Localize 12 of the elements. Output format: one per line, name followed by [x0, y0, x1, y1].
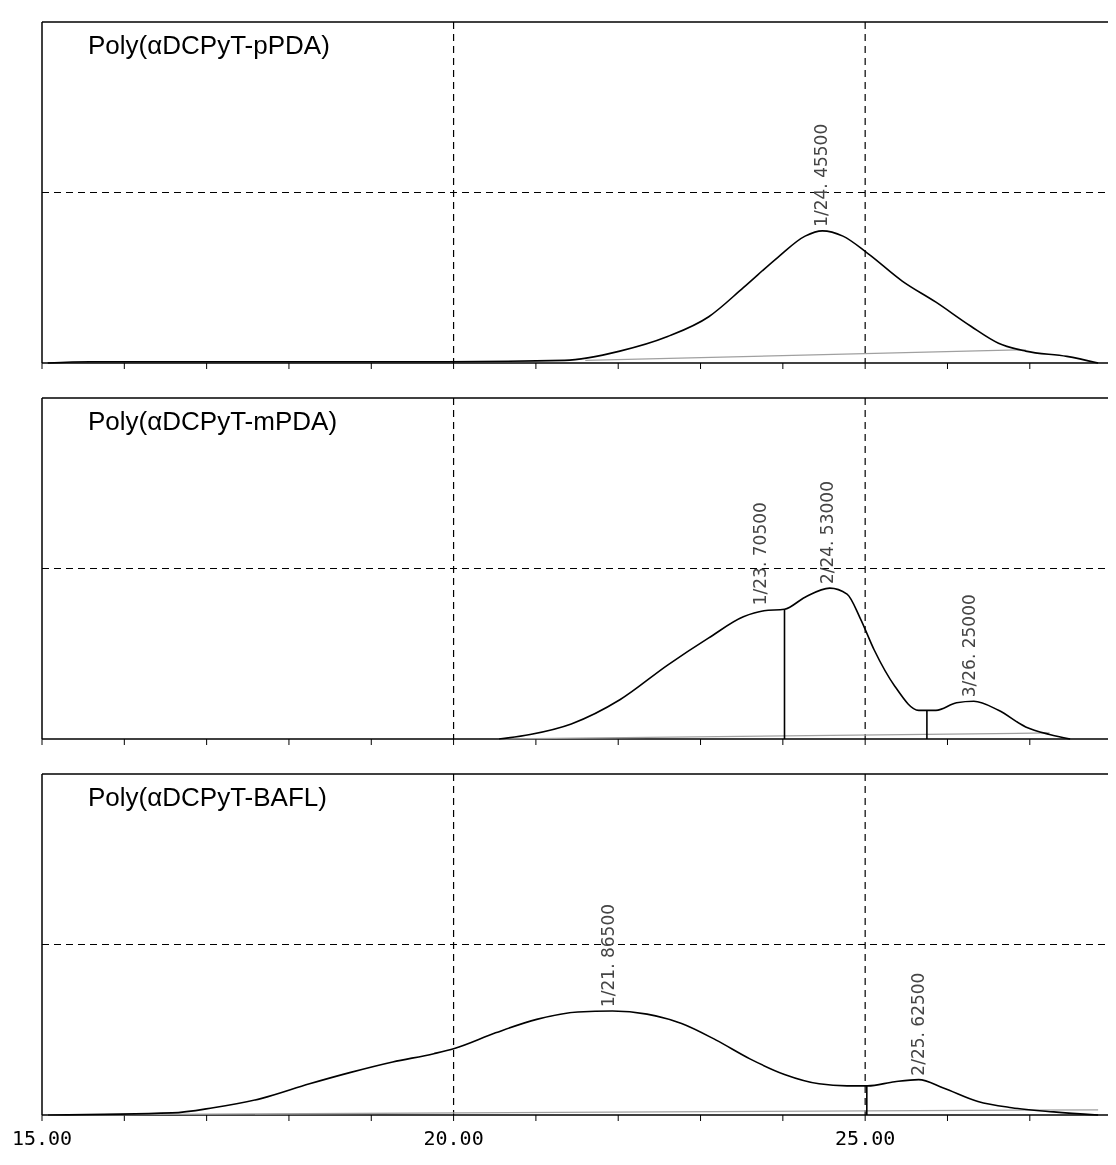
x-tick-label: 15.00 [11, 1126, 73, 1150]
x-tick-label: 25.00 [835, 1126, 896, 1150]
annotation: 1/24. 45500 [811, 123, 832, 227]
chart-title: Poly(αDCPyT-mPDA) [88, 406, 338, 436]
annotation: 3/26. 25000 [959, 594, 980, 698]
annotation: 2/24. 53000 [817, 481, 838, 585]
annotation: 1/21. 86500 [598, 903, 619, 1008]
x-tick-label: 20.00 [423, 1126, 484, 1150]
chart-title: Poly(αDCPyT-BAFL) [88, 782, 327, 812]
chart-title: Poly(αDCPyT-pPDA) [88, 30, 330, 60]
annotation: 2/25. 62500 [907, 972, 928, 1076]
annotation: 1/23. 70500 [749, 502, 770, 606]
